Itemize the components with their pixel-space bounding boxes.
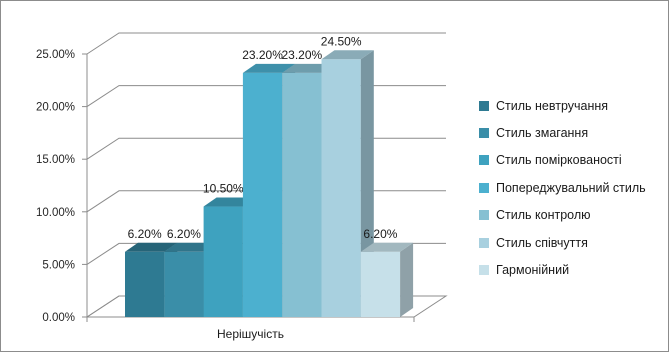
data-label: 23.20% <box>242 48 283 62</box>
data-label: 6.20% <box>128 227 162 241</box>
legend-label: Стиль поміркованості <box>496 153 622 168</box>
legend-label: Гармонійний <box>496 263 570 278</box>
bar-front <box>125 251 165 317</box>
data-label: 10.50% <box>203 182 244 196</box>
legend-label: Стиль контролю <box>496 208 591 223</box>
bar-front <box>360 251 401 317</box>
data-label: 23.20% <box>281 48 322 62</box>
bar-front <box>282 72 322 317</box>
bar-top <box>321 50 374 60</box>
legend-item: Стиль поміркованості <box>479 147 646 174</box>
bar-front <box>164 251 204 317</box>
y-tick-label: 5.00% <box>42 259 75 271</box>
legend-label: Стиль співчуття <box>496 235 588 250</box>
legend-item: Гармонійний <box>479 256 646 283</box>
legend-swatch <box>479 100 489 111</box>
y-tick-label: 20.00% <box>36 102 75 114</box>
legend-item: Попереджувальний стиль <box>479 174 646 201</box>
legend-item: Стиль змагання <box>479 119 646 146</box>
y-tick-label: 10.00% <box>36 207 75 219</box>
legend-swatch <box>479 265 489 276</box>
bar <box>360 242 414 317</box>
legend-label: Стиль невтручання <box>496 98 609 113</box>
chart-legend: Стиль невтручання Стиль змагання Стиль пом… <box>479 92 646 284</box>
legend-swatch <box>479 182 489 193</box>
legend-label: Стиль змагання <box>496 126 589 141</box>
bar-top <box>360 242 414 252</box>
legend-swatch <box>479 128 489 139</box>
x-category-label: Нерішучість <box>217 327 284 341</box>
data-label: 6.20% <box>167 227 201 241</box>
bar-side <box>400 242 414 317</box>
data-label: 6.20% <box>363 227 397 241</box>
legend-item: Стиль співчуття <box>479 229 646 256</box>
legend-swatch <box>479 155 489 166</box>
bar-front <box>203 206 243 317</box>
gridline <box>86 32 446 55</box>
bar-front <box>321 59 361 317</box>
bar-top <box>164 242 217 252</box>
y-tick-label: 15.00% <box>36 154 75 166</box>
y-tick-label: 0.00% <box>42 312 75 324</box>
bar-front <box>242 72 283 317</box>
legend-item: Стиль невтручання <box>479 92 646 119</box>
legend-swatch <box>479 210 489 221</box>
data-label: 24.50% <box>321 34 362 48</box>
legend-label: Попереджувальний стиль <box>496 180 646 195</box>
bar-top <box>282 63 335 73</box>
legend-swatch <box>479 237 489 248</box>
bar-top <box>242 63 296 73</box>
legend-item: Стиль контролю <box>479 202 646 229</box>
bar-top <box>125 242 178 252</box>
y-tick-label: 25.00% <box>36 49 75 61</box>
bar-top <box>203 197 256 207</box>
